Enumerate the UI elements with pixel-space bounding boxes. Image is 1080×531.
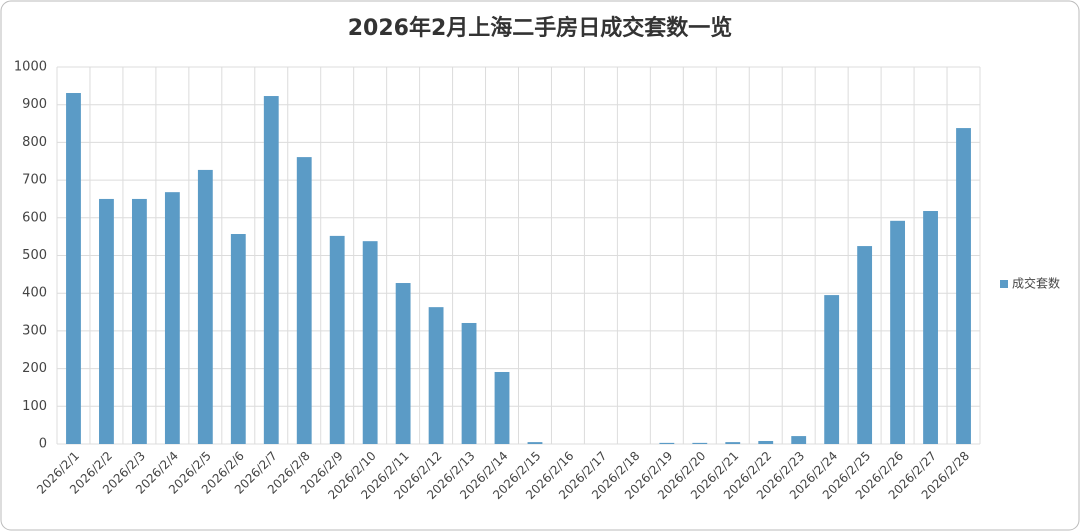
bar bbox=[791, 436, 807, 444]
bar bbox=[692, 442, 708, 444]
legend-swatch bbox=[1000, 280, 1008, 288]
bar bbox=[329, 235, 345, 444]
bar bbox=[956, 128, 971, 444]
bar bbox=[362, 241, 378, 444]
bar bbox=[197, 169, 213, 444]
y-tick-label: 500 bbox=[22, 248, 47, 263]
y-tick-label: 600 bbox=[22, 210, 47, 225]
bar bbox=[527, 442, 543, 444]
bar bbox=[494, 371, 510, 444]
bar bbox=[230, 234, 246, 444]
y-tick-label: 1000 bbox=[14, 60, 47, 75]
bar bbox=[164, 192, 180, 444]
y-tick-label: 900 bbox=[22, 97, 47, 112]
bar bbox=[131, 198, 147, 444]
bar bbox=[923, 211, 938, 444]
bar bbox=[428, 307, 444, 444]
bar bbox=[758, 440, 774, 444]
bar bbox=[857, 246, 873, 444]
bar bbox=[395, 283, 411, 444]
bar bbox=[99, 198, 114, 444]
bar bbox=[824, 295, 840, 444]
bar bbox=[263, 96, 279, 445]
bar bbox=[461, 322, 477, 444]
y-tick-label: 700 bbox=[22, 173, 47, 188]
y-tick-label: 100 bbox=[22, 399, 47, 414]
y-tick-label: 400 bbox=[22, 286, 47, 301]
bar bbox=[296, 157, 312, 444]
y-tick-label: 300 bbox=[22, 323, 47, 338]
bar bbox=[66, 93, 81, 444]
y-tick-label: 0 bbox=[39, 437, 47, 452]
legend-label: 成交套数 bbox=[1012, 276, 1060, 291]
bar bbox=[890, 220, 906, 444]
y-tick-label: 800 bbox=[22, 135, 47, 150]
chart-title: 2026年2月上海二手房日成交套数一览 bbox=[348, 15, 733, 41]
bar bbox=[659, 442, 675, 444]
bar bbox=[725, 442, 741, 444]
y-tick-label: 200 bbox=[22, 361, 47, 376]
